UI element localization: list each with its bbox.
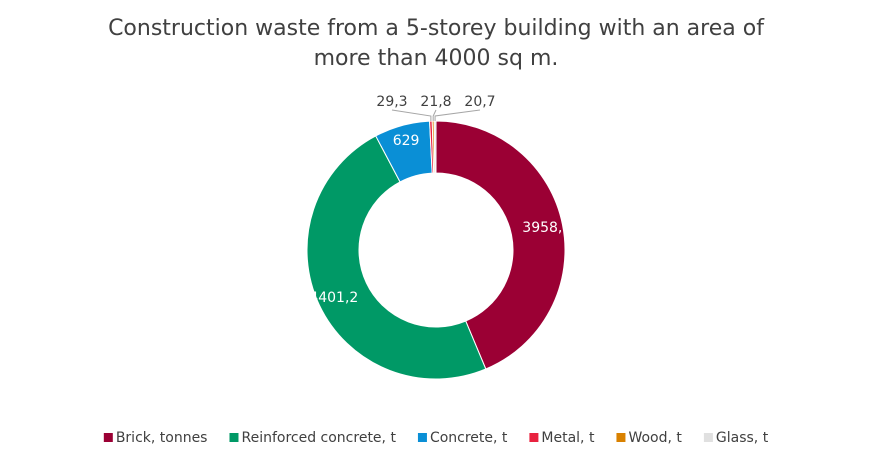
legend-label: Glass, t [716, 430, 769, 446]
legend-swatch [103, 433, 113, 442]
leader-line [391, 109, 432, 122]
legend-label: Metal, t [541, 430, 595, 446]
legend-swatch [229, 433, 239, 442]
data-label: 21,8 [420, 94, 451, 110]
leader-line [434, 109, 481, 122]
legend-label: Concrete, t [430, 430, 508, 446]
donut-slice [433, 120, 437, 174]
legend-swatch [417, 433, 427, 442]
donut-slice [306, 135, 487, 380]
legend-swatch [529, 433, 539, 442]
legend-label: Brick, tonnes [116, 430, 208, 446]
donut-slice [435, 120, 566, 370]
data-label: 4401,2 [309, 290, 358, 306]
legend-label: Wood, t [628, 430, 682, 446]
legend-label: Reinforced concrete, t [241, 430, 396, 446]
data-label: 3958,9 [522, 220, 571, 236]
leader-line [432, 109, 437, 122]
chart-title: Construction waste from a 5-storey build… [108, 16, 764, 71]
legend-swatch [616, 433, 626, 442]
legend: Brick, tonnes Reinforced concrete, t Concr… [103, 430, 769, 446]
data-label: 29,3 [376, 94, 407, 110]
data-label: 20,7 [464, 94, 495, 110]
data-label: 629 [393, 133, 420, 149]
legend-swatch [703, 433, 713, 442]
